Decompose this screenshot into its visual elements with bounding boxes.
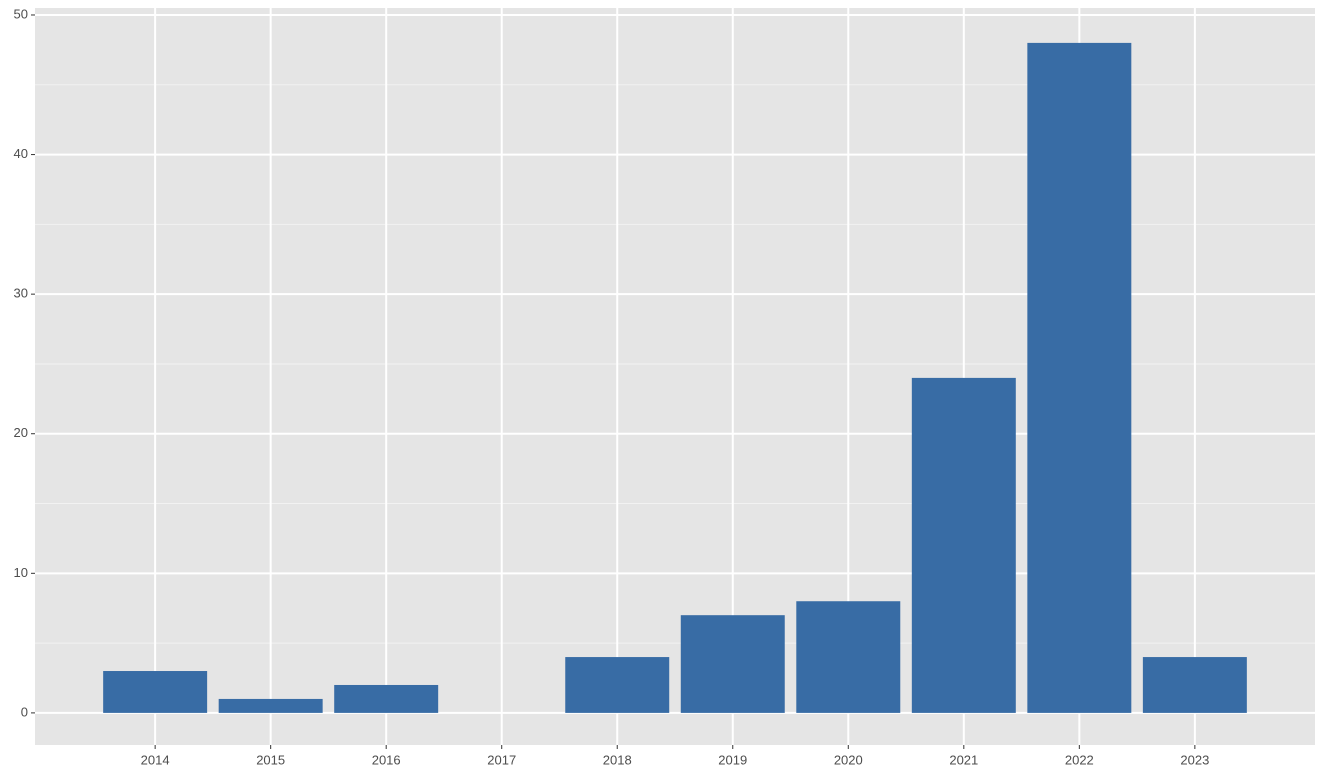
x-tick-label: 2017	[487, 752, 516, 767]
x-tick-label: 2020	[834, 752, 863, 767]
x-tick-label: 2014	[141, 752, 170, 767]
bar	[103, 671, 208, 713]
x-tick-label: 2019	[718, 752, 747, 767]
bar	[680, 615, 785, 713]
y-tick-label: 20	[14, 425, 28, 440]
x-tick-label: 2021	[949, 752, 978, 767]
x-tick-label: 2022	[1065, 752, 1094, 767]
y-tick-label: 30	[14, 286, 28, 301]
x-tick-label: 2015	[256, 752, 285, 767]
bar	[334, 684, 439, 713]
y-tick-label: 40	[14, 146, 28, 161]
x-tick-label: 2016	[372, 752, 401, 767]
bar	[796, 601, 901, 713]
x-tick-label: 2018	[603, 752, 632, 767]
bar	[565, 657, 670, 713]
bar	[911, 377, 1016, 713]
x-tick-label: 2023	[1180, 752, 1209, 767]
bar	[218, 698, 323, 713]
bar	[1027, 42, 1132, 713]
y-tick-label: 0	[21, 704, 28, 719]
y-tick-label: 50	[14, 6, 28, 21]
y-tick-label: 10	[14, 565, 28, 580]
bar	[1142, 657, 1247, 713]
